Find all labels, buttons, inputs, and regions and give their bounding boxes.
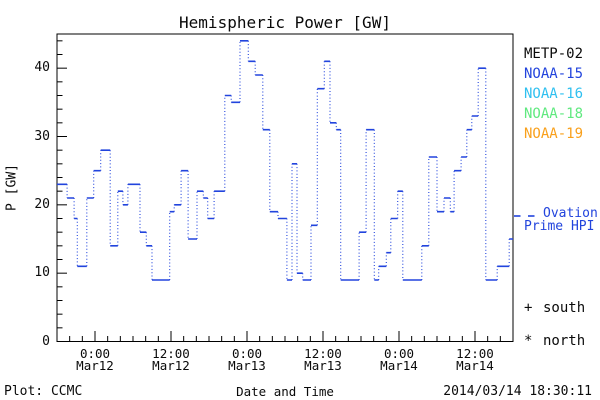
legend-item-noaa-18: NOAA-18 bbox=[524, 106, 584, 122]
x-tick-time: 12:00 bbox=[456, 346, 494, 361]
plus-marker-icon: + bbox=[524, 300, 533, 316]
x-tick-label-Mar12-12:00: 12:00 Mar12 bbox=[139, 346, 203, 373]
hpi-step-transitions bbox=[66, 40, 510, 280]
x-tick-date: Mar12 bbox=[152, 358, 190, 373]
x-tick-time: 12:00 bbox=[304, 346, 342, 361]
y-tick-label-30: 30 bbox=[34, 128, 50, 144]
legend-item-noaa-15: NOAA-15 bbox=[524, 66, 584, 82]
legend-ovation-line2: Prime HPI bbox=[524, 218, 595, 234]
hpi-step-segments bbox=[57, 40, 513, 281]
x-axis-label: Date and Time bbox=[236, 384, 334, 399]
y-tick-label-0: 0 bbox=[42, 333, 50, 349]
page-title: Hemispheric Power [GW] bbox=[179, 13, 391, 32]
legend-north-label: north bbox=[543, 333, 586, 349]
x-tick-label-Mar14-0:00: 0:00 Mar14 bbox=[367, 346, 431, 373]
x-tick-label-Mar13-0:00: 0:00 Mar13 bbox=[215, 346, 279, 373]
y-tick-label-20: 20 bbox=[34, 196, 50, 212]
x-tick-time: 12:00 bbox=[152, 346, 190, 361]
x-tick-time: 0:00 bbox=[383, 346, 415, 361]
legend-south-label: south bbox=[543, 300, 586, 316]
x-tick-date: Mar14 bbox=[456, 358, 494, 373]
x-tick-label-Mar13-12:00: 12:00 Mar13 bbox=[291, 346, 355, 373]
x-tick-date: Mar12 bbox=[76, 358, 114, 373]
x-tick-time: 0:00 bbox=[79, 346, 111, 361]
asterisk-marker-icon: * bbox=[524, 333, 533, 349]
y-tick-label-10: 10 bbox=[34, 265, 50, 281]
legend-item-noaa-19: NOAA-19 bbox=[524, 126, 584, 142]
plot-timestamp: 2014/03/14 18:30:11 bbox=[443, 384, 592, 399]
plot-box bbox=[56, 33, 514, 342]
legend-north-marker: * north bbox=[524, 333, 585, 349]
x-tick-time: 0:00 bbox=[231, 346, 263, 361]
x-tick-date: Mar13 bbox=[228, 358, 266, 373]
x-tick-label-Mar12-0:00: 0:00 Mar12 bbox=[63, 346, 127, 373]
x-tick-date: Mar14 bbox=[380, 358, 418, 373]
x-tick-date: Mar13 bbox=[304, 358, 342, 373]
legend-ovation-line1: Ovation bbox=[543, 206, 598, 221]
plot-credit: Plot: CCMC bbox=[4, 384, 83, 399]
legend-item-metp-02: METP-02 bbox=[524, 46, 584, 62]
legend-ovation-prime-hpi: Ovation Prime HPI bbox=[514, 206, 598, 234]
legend-item-noaa-16: NOAA-16 bbox=[524, 86, 584, 102]
x-tick-label-Mar14-12:00: 12:00 Mar14 bbox=[443, 346, 507, 373]
y-tick-label-40: 40 bbox=[34, 60, 50, 76]
legend-south-marker: + south bbox=[524, 300, 585, 316]
